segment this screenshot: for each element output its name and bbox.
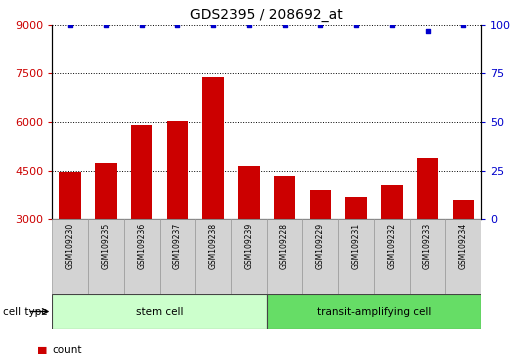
Bar xyxy=(60,172,81,219)
Bar xyxy=(410,219,446,294)
Text: GSM109233: GSM109233 xyxy=(423,223,432,269)
Point xyxy=(388,22,396,28)
Point xyxy=(66,22,74,28)
Point xyxy=(316,22,324,28)
Bar xyxy=(160,219,195,294)
Point xyxy=(280,22,289,28)
Text: count: count xyxy=(52,346,82,354)
Text: GSM109237: GSM109237 xyxy=(173,223,182,269)
Bar xyxy=(195,219,231,294)
Point xyxy=(138,22,146,28)
Bar xyxy=(452,200,474,219)
Text: cell type: cell type xyxy=(3,307,47,316)
Bar xyxy=(131,125,152,219)
Point xyxy=(101,22,110,28)
Bar xyxy=(446,219,481,294)
Text: GSM109229: GSM109229 xyxy=(316,223,325,269)
Text: GSM109234: GSM109234 xyxy=(459,223,468,269)
Bar xyxy=(274,176,295,219)
Bar xyxy=(381,185,403,219)
Text: GSM109239: GSM109239 xyxy=(244,223,253,269)
Text: GSM109228: GSM109228 xyxy=(280,223,289,269)
Title: GDS2395 / 208692_at: GDS2395 / 208692_at xyxy=(190,8,343,22)
Bar xyxy=(88,219,124,294)
Text: GSM109238: GSM109238 xyxy=(209,223,218,269)
Bar xyxy=(310,190,331,219)
Bar xyxy=(345,197,367,219)
Text: GSM109232: GSM109232 xyxy=(388,223,396,269)
Bar xyxy=(167,120,188,219)
Bar xyxy=(338,219,374,294)
Bar xyxy=(52,294,267,329)
Point xyxy=(423,28,431,33)
Point xyxy=(173,22,181,28)
Bar xyxy=(267,219,302,294)
Bar xyxy=(302,219,338,294)
Text: GSM109235: GSM109235 xyxy=(101,223,110,269)
Text: stem cell: stem cell xyxy=(136,307,183,316)
Point xyxy=(209,22,217,28)
Bar xyxy=(374,219,410,294)
Bar xyxy=(267,294,481,329)
Bar xyxy=(52,219,88,294)
Bar xyxy=(95,163,117,219)
Text: ■: ■ xyxy=(37,346,47,354)
Bar xyxy=(124,219,160,294)
Point xyxy=(245,22,253,28)
Text: transit-amplifying cell: transit-amplifying cell xyxy=(317,307,431,316)
Bar xyxy=(417,158,438,219)
Point xyxy=(459,22,468,28)
Bar xyxy=(238,166,259,219)
Bar xyxy=(202,77,224,219)
Bar xyxy=(231,219,267,294)
Point xyxy=(352,22,360,28)
Text: GSM109236: GSM109236 xyxy=(137,223,146,269)
Text: GSM109231: GSM109231 xyxy=(351,223,360,269)
Text: GSM109230: GSM109230 xyxy=(66,223,75,269)
